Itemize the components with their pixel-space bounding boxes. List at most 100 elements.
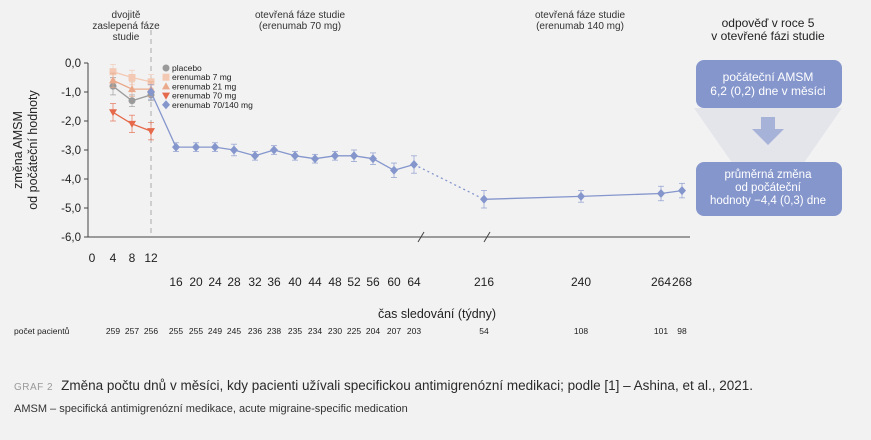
series-line-segment [372,158,395,171]
legend-marker [162,100,170,110]
data-point [128,97,136,105]
data-point [657,189,665,198]
x-tick-label: 216 [474,275,494,289]
x-tick-label: 64 [407,275,421,289]
data-point [109,68,117,76]
legend-marker [162,64,170,72]
y-tick-label: -3,0 [61,145,81,157]
series-line-segment [112,85,133,102]
phase-label: zaslepená fáze [92,21,160,32]
x-tick-label: 16 [169,275,183,289]
x-tick-label: 12 [144,251,158,265]
series-line-segment [233,149,256,157]
data-point [480,194,488,204]
phase-label: (erenumab 70 mg) [259,21,341,32]
data-point [270,145,278,155]
side-panel-box-text: průměrná změna [725,169,813,181]
abbreviation-note: AMSM – specifická antimigrenózní medikac… [14,403,408,415]
legend-label: erenumab 21 mg [172,81,237,91]
legend-label: placebo [172,63,202,73]
data-point [128,120,136,128]
data-point [230,145,238,155]
legend-marker [162,73,170,81]
patient-count: 249 [208,326,222,336]
axis-break-mark [483,231,491,243]
legend-marker [162,82,170,90]
side-panel-box-text: hodnoty −4,4 (0,3) dne [710,195,826,207]
y-tick-label: -4,0 [61,174,81,186]
data-point [211,142,219,152]
data-point [331,151,339,161]
x-axis-label: čas sledování (týdny) [378,307,496,321]
x-tick-label: 4 [110,251,117,265]
patients-label: počet pacientů [14,326,70,336]
series-line-segment [393,163,415,171]
data-point [128,85,136,93]
figure-caption-text: Změna počtu dnů v měsíci, kdy pacienti u… [61,378,753,393]
x-tick-label: 36 [267,275,281,289]
series-line-segment [413,163,485,200]
x-tick-label: 268 [672,275,692,289]
data-point [192,142,200,152]
x-tick-label: 32 [248,275,262,289]
x-tick-label: 24 [208,275,222,289]
patient-count: 207 [387,326,401,336]
patient-count: 203 [407,326,421,336]
patient-count: 255 [189,326,203,336]
data-point [109,109,117,117]
figure-caption: GRAF 2 Změna počtu dnů v měsíci, kdy paci… [14,378,753,393]
y-tick-label: 0,0 [65,58,81,70]
y-tick-label: -5,0 [61,203,81,215]
side-panel-box-text: 6,2 (0,2) dne v měsíci [710,84,825,98]
x-tick-label: 40 [288,275,302,289]
legend-label: erenumab 7 mg [172,72,232,82]
patient-count: 238 [267,326,281,336]
x-tick-label: 60 [387,275,401,289]
figure-label: GRAF 2 [14,382,54,393]
series-line-segment [254,149,275,157]
y-tick-label: -1,0 [61,87,81,99]
data-point [678,186,686,196]
data-point [350,151,358,161]
x-tick-label: 0 [89,251,96,265]
side-panel-box-change [696,162,842,216]
patient-count: 255 [169,326,183,336]
arrow-icon [761,117,775,129]
patient-count: 259 [106,326,120,336]
series-line-segment [483,195,582,200]
patient-count: 234 [308,326,322,336]
data-point [172,142,180,152]
patient-count: 98 [677,326,687,336]
data-point [311,154,319,164]
data-point [251,151,259,161]
data-point [410,160,418,169]
x-tick-label: 264 [651,275,671,289]
axis-break-mark [417,231,425,243]
series-line-segment [150,91,177,148]
y-tick-label: -6,0 [61,232,81,244]
x-tick-label: 8 [129,251,136,265]
patient-count: 225 [347,326,361,336]
patient-count: 230 [328,326,342,336]
patient-count: 204 [366,326,380,336]
data-point [291,151,299,161]
data-point [390,165,398,175]
y-axis-label: změna AMSM [11,111,25,189]
patient-count: 236 [248,326,262,336]
legend-marker [162,92,170,100]
phase-label: otevřená fáze studie [535,10,625,21]
patient-count: 108 [574,326,588,336]
patient-count: 101 [654,326,668,336]
x-tick-label: 44 [308,275,322,289]
series-line-segment [112,79,133,90]
x-tick-label: 20 [189,275,203,289]
phase-label: studie [113,32,140,43]
series-line-segment [580,192,662,198]
patient-count: 235 [288,326,302,336]
y-axis-label: od počáteční hodnoty [26,89,40,209]
arrow-icon [752,129,784,145]
patient-count: 54 [479,326,489,336]
series-line-segment [273,149,296,157]
side-panel-title: v otevřené fázi studie [711,29,825,43]
